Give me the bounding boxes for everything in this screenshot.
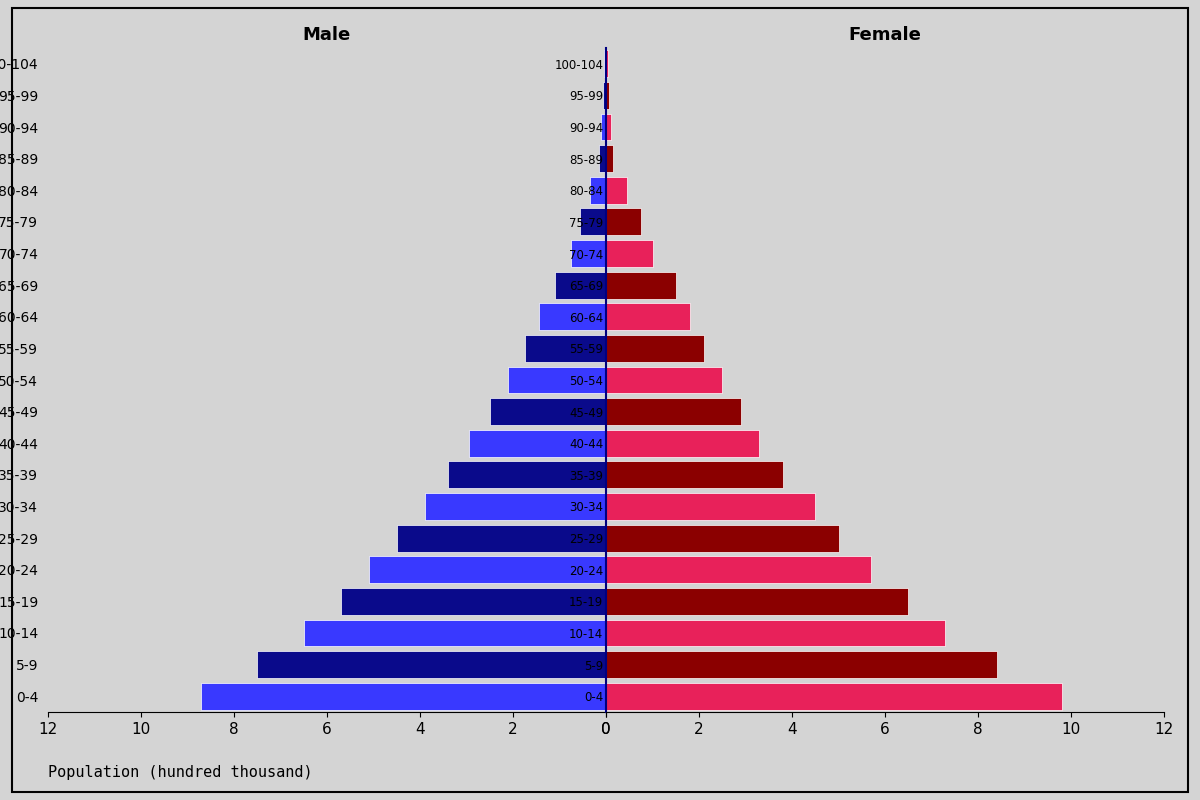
Title: Male: Male <box>302 26 352 44</box>
Bar <box>606 82 610 109</box>
Bar <box>606 50 608 78</box>
Bar <box>257 651 606 678</box>
Bar <box>397 525 606 551</box>
Bar <box>606 493 815 520</box>
Bar <box>606 177 626 204</box>
Bar <box>589 177 606 204</box>
Bar <box>606 146 613 172</box>
Bar <box>202 682 606 710</box>
Bar <box>604 50 606 78</box>
Bar <box>571 240 606 267</box>
Bar <box>490 398 606 425</box>
Bar <box>602 82 606 109</box>
Bar <box>524 335 606 362</box>
Bar <box>469 430 606 457</box>
Bar <box>599 146 606 172</box>
Bar <box>606 430 760 457</box>
Bar <box>509 366 606 394</box>
Bar <box>425 493 606 520</box>
Title: Female: Female <box>848 26 922 44</box>
Bar <box>606 114 611 141</box>
Bar <box>606 462 782 488</box>
Bar <box>606 525 839 551</box>
Bar <box>606 240 653 267</box>
Bar <box>606 619 946 646</box>
Bar <box>606 588 908 614</box>
Bar <box>606 209 641 235</box>
Bar <box>606 303 690 330</box>
Bar <box>606 335 703 362</box>
Bar <box>606 272 676 298</box>
Bar <box>606 651 997 678</box>
Bar <box>606 556 871 583</box>
Bar <box>601 114 606 141</box>
Bar <box>539 303 606 330</box>
Bar <box>448 462 606 488</box>
Bar <box>581 209 606 235</box>
Bar <box>304 619 606 646</box>
Bar <box>606 366 722 394</box>
Bar <box>606 398 740 425</box>
Bar <box>341 588 606 614</box>
Text: Population (hundred thousand): Population (hundred thousand) <box>48 765 313 780</box>
Bar <box>368 556 606 583</box>
Bar <box>606 682 1062 710</box>
Bar <box>554 272 606 298</box>
